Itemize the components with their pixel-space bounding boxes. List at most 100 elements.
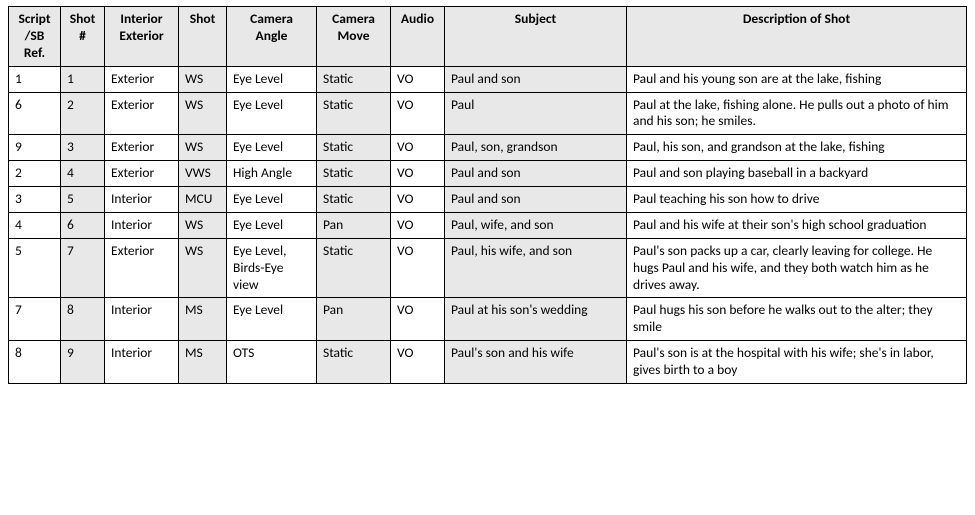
cell-r5-c1: 6 xyxy=(61,212,105,238)
cell-r1-c8: Paul at the lake, fishing alone. He pull… xyxy=(627,92,967,135)
table-row: 24ExteriorVWSHigh AngleStaticVOPaul and … xyxy=(9,161,967,187)
cell-r6-c8: Paul's son packs up a car, clearly leavi… xyxy=(627,238,967,298)
cell-r0-c2: Exterior xyxy=(105,66,179,92)
table-head: Script /SB Ref.Shot #Interior ExteriorSh… xyxy=(9,7,967,67)
cell-r1-c6: VO xyxy=(391,92,445,135)
cell-r4-c2: Interior xyxy=(105,187,179,213)
cell-r0-c3: WS xyxy=(179,66,227,92)
cell-r7-c3: MS xyxy=(179,298,227,341)
col-header-7: Subject xyxy=(445,7,627,67)
cell-r0-c8: Paul and his young son are at the lake, … xyxy=(627,66,967,92)
cell-r3-c6: VO xyxy=(391,161,445,187)
cell-r8-c8: Paul's son is at the hospital with his w… xyxy=(627,341,967,384)
col-header-0: Script /SB Ref. xyxy=(9,7,61,67)
col-header-1: Shot # xyxy=(61,7,105,67)
cell-r3-c3: VWS xyxy=(179,161,227,187)
cell-r0-c5: Static xyxy=(317,66,391,92)
cell-r3-c0: 2 xyxy=(9,161,61,187)
cell-r6-c4: Eye Level, Birds-Eye view xyxy=(227,238,317,298)
cell-r7-c6: VO xyxy=(391,298,445,341)
header-row: Script /SB Ref.Shot #Interior ExteriorSh… xyxy=(9,7,967,67)
col-header-3: Shot xyxy=(179,7,227,67)
col-header-5: Camera Move xyxy=(317,7,391,67)
cell-r1-c7: Paul xyxy=(445,92,627,135)
cell-r2-c4: Eye Level xyxy=(227,135,317,161)
cell-r1-c2: Exterior xyxy=(105,92,179,135)
cell-r2-c7: Paul, son, grandson xyxy=(445,135,627,161)
shot-list-table: Script /SB Ref.Shot #Interior ExteriorSh… xyxy=(8,6,967,384)
cell-r5-c4: Eye Level xyxy=(227,212,317,238)
cell-r2-c6: VO xyxy=(391,135,445,161)
cell-r2-c5: Static xyxy=(317,135,391,161)
cell-r4-c4: Eye Level xyxy=(227,187,317,213)
cell-r8-c5: Static xyxy=(317,341,391,384)
cell-r6-c5: Static xyxy=(317,238,391,298)
cell-r6-c2: Exterior xyxy=(105,238,179,298)
cell-r5-c5: Pan xyxy=(317,212,391,238)
page-container: Script /SB Ref.Shot #Interior ExteriorSh… xyxy=(0,0,975,515)
cell-r0-c0: 1 xyxy=(9,66,61,92)
cell-r3-c5: Static xyxy=(317,161,391,187)
cell-r7-c7: Paul at his son's wedding xyxy=(445,298,627,341)
cell-r3-c7: Paul and son xyxy=(445,161,627,187)
cell-r5-c3: WS xyxy=(179,212,227,238)
cell-r1-c5: Static xyxy=(317,92,391,135)
table-row: 35InteriorMCUEye LevelStaticVOPaul and s… xyxy=(9,187,967,213)
cell-r4-c5: Static xyxy=(317,187,391,213)
cell-r7-c8: Paul hugs his son before he walks out to… xyxy=(627,298,967,341)
cell-r8-c1: 9 xyxy=(61,341,105,384)
cell-r4-c6: VO xyxy=(391,187,445,213)
col-header-2: Interior Exterior xyxy=(105,7,179,67)
table-row: 89InteriorMSOTSStaticVOPaul's son and hi… xyxy=(9,341,967,384)
table-row: 11ExteriorWSEye LevelStaticVOPaul and so… xyxy=(9,66,967,92)
table-body: 11ExteriorWSEye LevelStaticVOPaul and so… xyxy=(9,66,967,383)
col-header-8: Description of Shot xyxy=(627,7,967,67)
cell-r4-c3: MCU xyxy=(179,187,227,213)
cell-r0-c6: VO xyxy=(391,66,445,92)
cell-r1-c4: Eye Level xyxy=(227,92,317,135)
cell-r5-c8: Paul and his wife at their son's high sc… xyxy=(627,212,967,238)
cell-r0-c4: Eye Level xyxy=(227,66,317,92)
cell-r7-c5: Pan xyxy=(317,298,391,341)
cell-r6-c0: 5 xyxy=(9,238,61,298)
cell-r2-c2: Exterior xyxy=(105,135,179,161)
cell-r4-c8: Paul teaching his son how to drive xyxy=(627,187,967,213)
cell-r7-c4: Eye Level xyxy=(227,298,317,341)
cell-r4-c1: 5 xyxy=(61,187,105,213)
cell-r3-c4: High Angle xyxy=(227,161,317,187)
cell-r8-c3: MS xyxy=(179,341,227,384)
table-row: 93ExteriorWSEye LevelStaticVOPaul, son, … xyxy=(9,135,967,161)
cell-r8-c0: 8 xyxy=(9,341,61,384)
cell-r5-c6: VO xyxy=(391,212,445,238)
cell-r7-c2: Interior xyxy=(105,298,179,341)
cell-r7-c1: 8 xyxy=(61,298,105,341)
cell-r0-c7: Paul and son xyxy=(445,66,627,92)
cell-r4-c0: 3 xyxy=(9,187,61,213)
cell-r1-c0: 6 xyxy=(9,92,61,135)
table-row: 62ExteriorWSEye LevelStaticVOPaulPaul at… xyxy=(9,92,967,135)
cell-r8-c4: OTS xyxy=(227,341,317,384)
cell-r7-c0: 7 xyxy=(9,298,61,341)
cell-r2-c3: WS xyxy=(179,135,227,161)
table-row: 78InteriorMSEye LevelPanVOPaul at his so… xyxy=(9,298,967,341)
cell-r0-c1: 1 xyxy=(61,66,105,92)
cell-r2-c0: 9 xyxy=(9,135,61,161)
cell-r8-c6: VO xyxy=(391,341,445,384)
cell-r2-c8: Paul, his son, and grandson at the lake,… xyxy=(627,135,967,161)
table-row: 46InteriorWSEye LevelPanVOPaul, wife, an… xyxy=(9,212,967,238)
cell-r6-c7: Paul, his wife, and son xyxy=(445,238,627,298)
cell-r3-c8: Paul and son playing baseball in a backy… xyxy=(627,161,967,187)
cell-r4-c7: Paul and son xyxy=(445,187,627,213)
cell-r3-c1: 4 xyxy=(61,161,105,187)
table-row: 57ExteriorWSEye Level, Birds-Eye viewSta… xyxy=(9,238,967,298)
cell-r5-c7: Paul, wife, and son xyxy=(445,212,627,238)
cell-r6-c3: WS xyxy=(179,238,227,298)
cell-r6-c1: 7 xyxy=(61,238,105,298)
cell-r2-c1: 3 xyxy=(61,135,105,161)
cell-r1-c3: WS xyxy=(179,92,227,135)
cell-r6-c6: VO xyxy=(391,238,445,298)
col-header-4: Camera Angle xyxy=(227,7,317,67)
cell-r8-c7: Paul's son and his wife xyxy=(445,341,627,384)
cell-r3-c2: Exterior xyxy=(105,161,179,187)
cell-r5-c0: 4 xyxy=(9,212,61,238)
